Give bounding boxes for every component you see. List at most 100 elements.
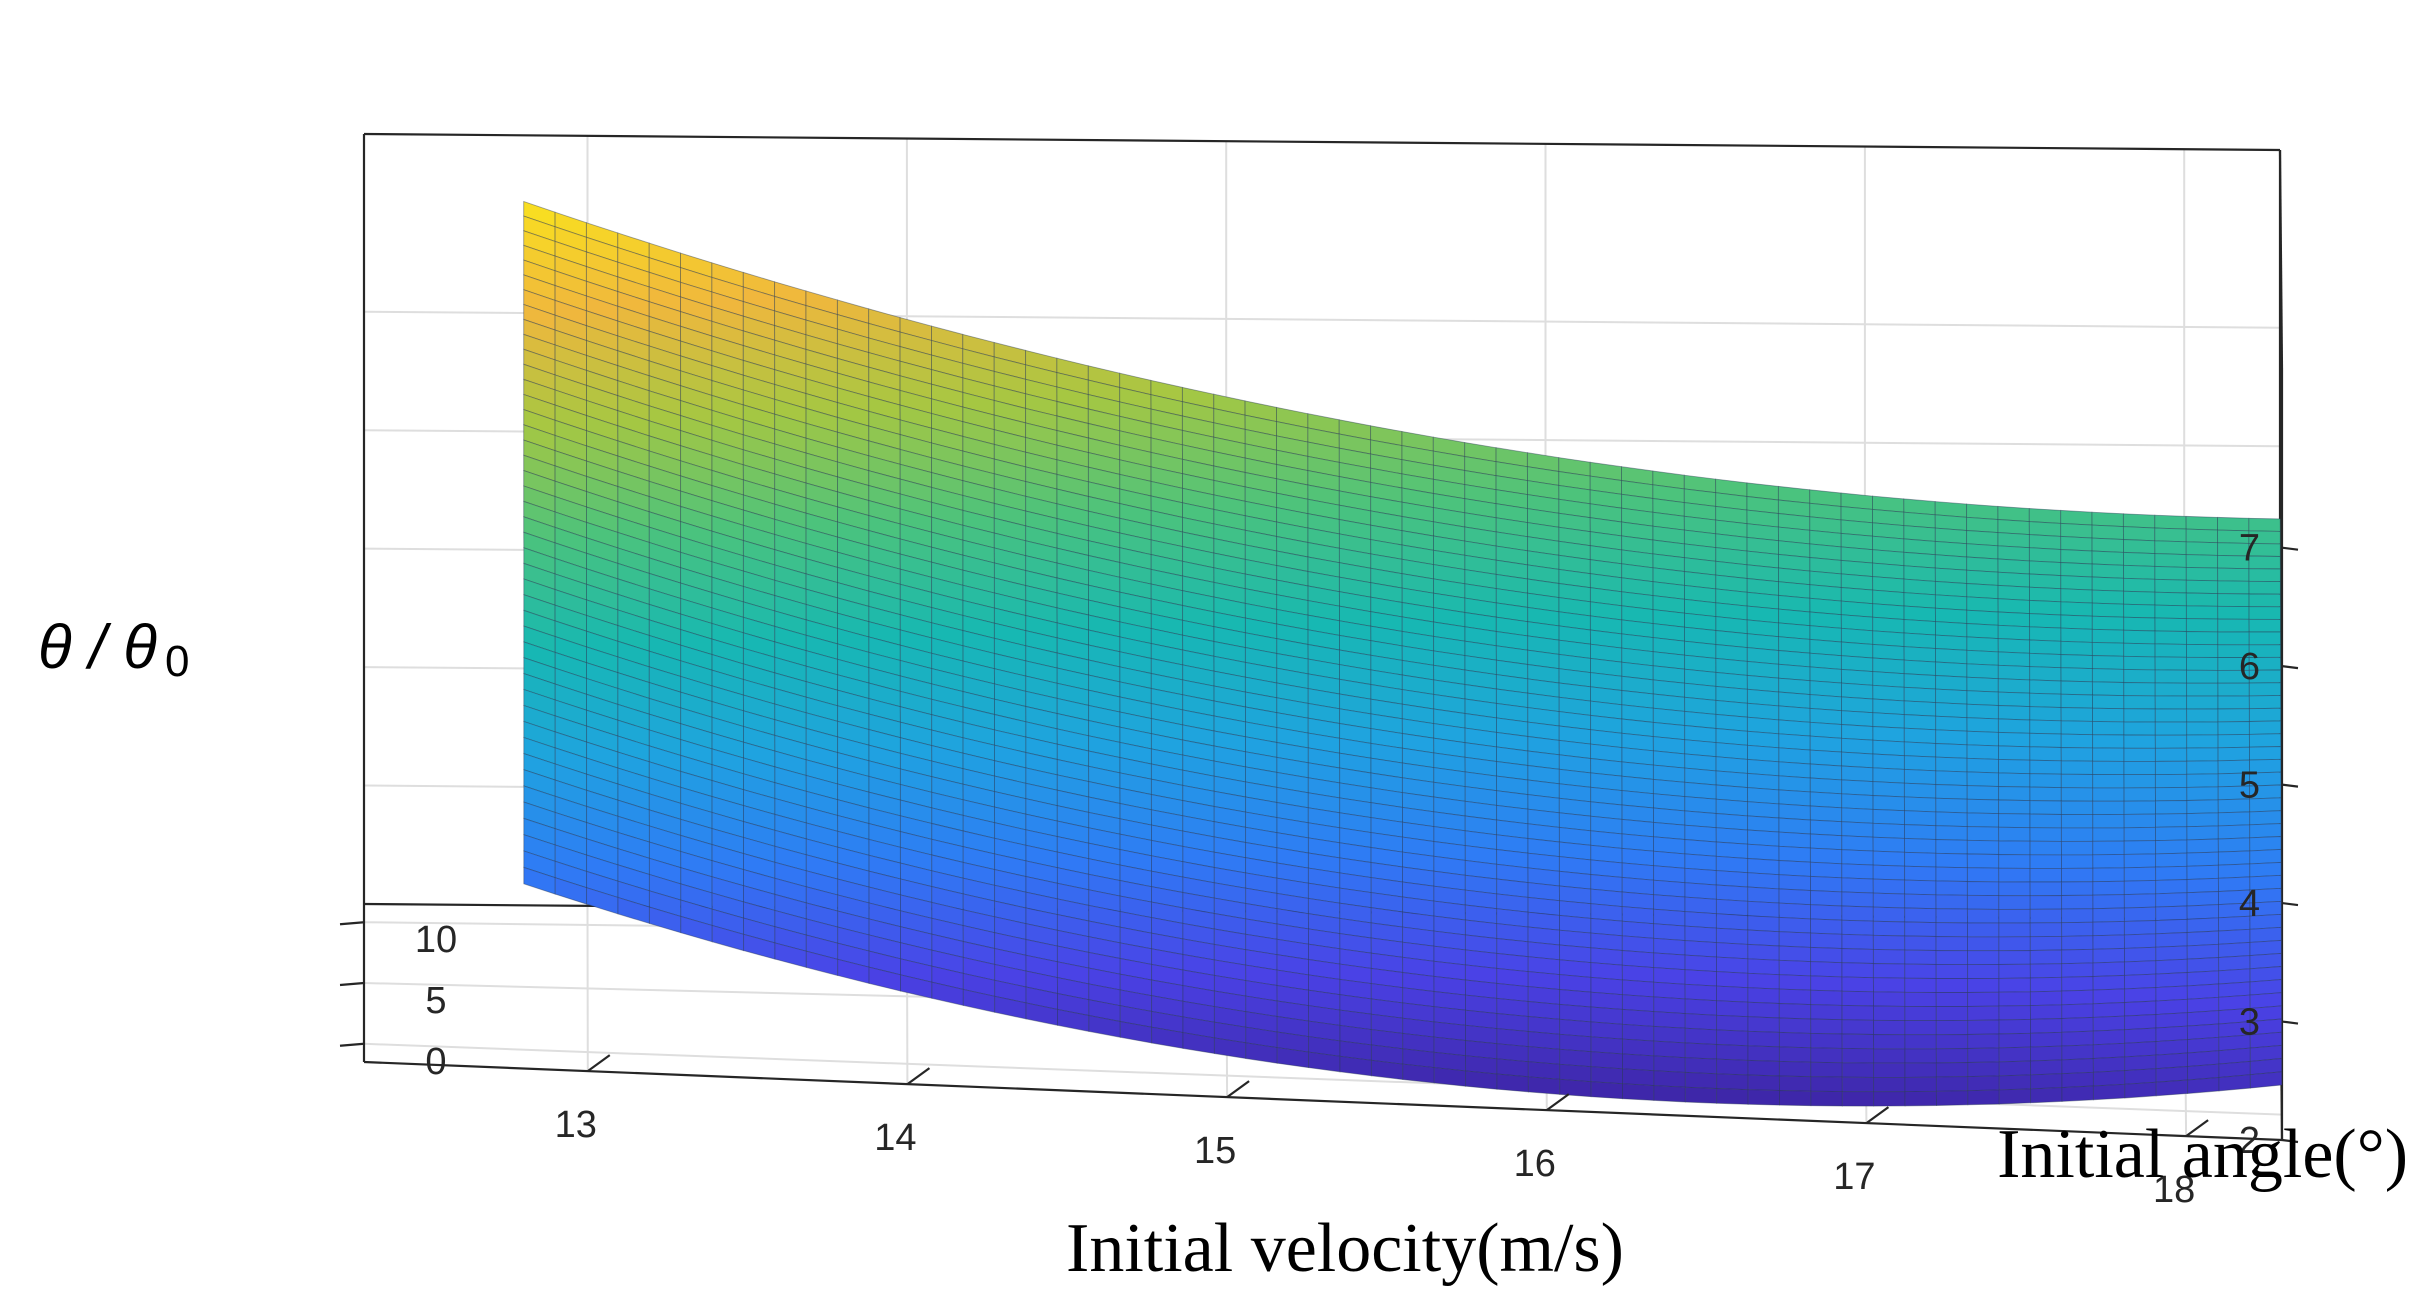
surface-cell-44-28 <box>1903 700 1937 717</box>
surface-cell-54-28 <box>2217 708 2250 723</box>
surface-cell-42-7 <box>1841 990 1874 1007</box>
surface-cell-40-13 <box>1778 902 1811 920</box>
surface-cell-49-25 <box>2060 747 2094 762</box>
surface-cell-52-0 <box>2155 1079 2189 1097</box>
surface-cell-45-39 <box>1934 554 1968 571</box>
z-tick-label-7: 7 <box>2239 528 2260 570</box>
surface-cell-42-5 <box>1841 1019 1874 1035</box>
surface-cell-45-33 <box>1935 634 1968 651</box>
surface-cell-50-1 <box>2092 1070 2126 1087</box>
surface-cell-37-10 <box>1684 940 1717 958</box>
surface-cell-50-41 <box>2091 537 2124 553</box>
surface-cell-51-23 <box>2123 774 2156 789</box>
surface-cell-52-26 <box>2154 734 2188 749</box>
surface-cell-54-16 <box>2217 863 2251 879</box>
surface-cell-45-11 <box>1935 936 1968 952</box>
surface-cell-35-1 <box>1622 1068 1655 1087</box>
surface-cell-52-38 <box>2154 578 2187 594</box>
surface-cell-53-10 <box>2186 943 2220 960</box>
surface-cell-53-31 <box>2186 669 2219 684</box>
surface-cell-49-40 <box>2060 549 2093 565</box>
surface-cell-49-12 <box>2061 921 2094 937</box>
surface-cell-50-23 <box>2092 774 2125 789</box>
surface-cell-48-35 <box>2029 613 2062 629</box>
surface-cell-36-7 <box>1653 981 1686 1000</box>
surface-cell-46-41 <box>1966 530 1999 547</box>
surface-cell-54-34 <box>2217 631 2250 646</box>
surface-cell-54-19 <box>2217 824 2251 840</box>
surface-cell-51-11 <box>2123 933 2157 949</box>
surface-cell-49-34 <box>2060 627 2093 643</box>
surface-cell-38-11 <box>1715 927 1749 945</box>
surface-cell-55-15 <box>2249 874 2282 891</box>
surface-cell-52-5 <box>2155 1012 2188 1029</box>
surface-cell-53-37 <box>2185 592 2219 607</box>
surface-cell-52-1 <box>2155 1066 2189 1083</box>
surface-cell-35-8 <box>1621 964 1655 983</box>
x-tick-label-13: 13 <box>555 1104 597 1146</box>
surface-cell-43-20 <box>1872 808 1905 826</box>
surface-cell-48-8 <box>2029 976 2063 993</box>
surface-cell-43-1 <box>1873 1076 1906 1093</box>
surface-cell-40-25 <box>1778 733 1811 751</box>
surface-cell-38-17 <box>1715 841 1749 859</box>
surface-cell-41-1 <box>1810 1076 1843 1093</box>
surface-cell-45-7 <box>1935 992 1969 1007</box>
surface-cell-36-13 <box>1653 894 1686 913</box>
surface-cell-41-5 <box>1810 1018 1843 1035</box>
surface-cell-39-22 <box>1747 772 1780 791</box>
surface-cell-50-32 <box>2091 655 2125 670</box>
surface-cell-55-14 <box>2249 887 2282 904</box>
surface-cell-50-22 <box>2092 787 2125 802</box>
surface-cell-35-7 <box>1621 979 1655 998</box>
surface-cell-50-42 <box>2091 524 2124 540</box>
surface-cell-39-19 <box>1747 815 1780 833</box>
surface-cell-42-16 <box>1841 863 1874 880</box>
surface-cell-49-36 <box>2060 601 2093 617</box>
surface-cell-37-17 <box>1684 839 1717 857</box>
surface-cell-51-34 <box>2123 629 2156 645</box>
surface-cell-49-14 <box>2061 894 2094 910</box>
surface-cell-47-2 <box>1998 1060 2032 1077</box>
surface-cell-51-13 <box>2123 906 2157 922</box>
surface-cell-54-29 <box>2217 695 2250 710</box>
surface-cell-33-1 <box>1559 1063 1592 1083</box>
surface-cell-47-10 <box>1998 950 2031 965</box>
surface-cell-40-12 <box>1778 916 1812 934</box>
surface-cell-35-0 <box>1622 1083 1655 1101</box>
surface-cell-52-17 <box>2155 852 2188 868</box>
surface-cell-55-16 <box>2249 861 2282 878</box>
surface-cell-46-1 <box>1967 1075 2000 1092</box>
surface-cell-38-6 <box>1716 1000 1749 1018</box>
surface-cell-45-1 <box>1935 1076 1969 1092</box>
surface-cell-48-18 <box>2029 840 2062 856</box>
surface-cell-52-19 <box>2155 826 2188 842</box>
surface-cell-42-21 <box>1841 793 1874 810</box>
surface-cell-49-27 <box>2060 720 2094 736</box>
surface-cell-41-23 <box>1809 763 1843 781</box>
surface-cell-46-40 <box>1966 543 1999 560</box>
surface-cell-48-0 <box>2030 1087 2063 1104</box>
surface-cell-46-25 <box>1966 744 1999 760</box>
z-tick-label-3: 3 <box>2239 1002 2260 1044</box>
surface-cell-40-10 <box>1778 945 1812 963</box>
surface-cell-49-4 <box>2061 1030 2094 1047</box>
surface-cell-53-25 <box>2186 747 2219 762</box>
surface-cell-55-33 <box>2248 644 2282 658</box>
surface-cell-39-16 <box>1747 858 1780 876</box>
surface-cell-46-22 <box>1966 785 2000 801</box>
surface-cell-45-4 <box>1935 1034 1969 1050</box>
surface-cell-54-0 <box>2218 1074 2251 1092</box>
z-tick-7 <box>2281 546 2299 551</box>
surface-cell-48-11 <box>2029 935 2063 951</box>
surface-cell-52-21 <box>2155 800 2188 815</box>
surface-cell-39-5 <box>1747 1016 1780 1033</box>
surface-cell-44-19 <box>1904 824 1937 840</box>
z-tick-5 <box>2281 783 2299 788</box>
surface-cell-46-3 <box>1967 1047 2000 1063</box>
surface-cell-38-20 <box>1715 798 1749 817</box>
surface-cell-53-43 <box>2185 515 2218 531</box>
surface-cell-49-5 <box>2061 1016 2094 1033</box>
surface-cell-47-5 <box>1998 1018 2031 1035</box>
surface-cell-40-20 <box>1778 803 1811 821</box>
